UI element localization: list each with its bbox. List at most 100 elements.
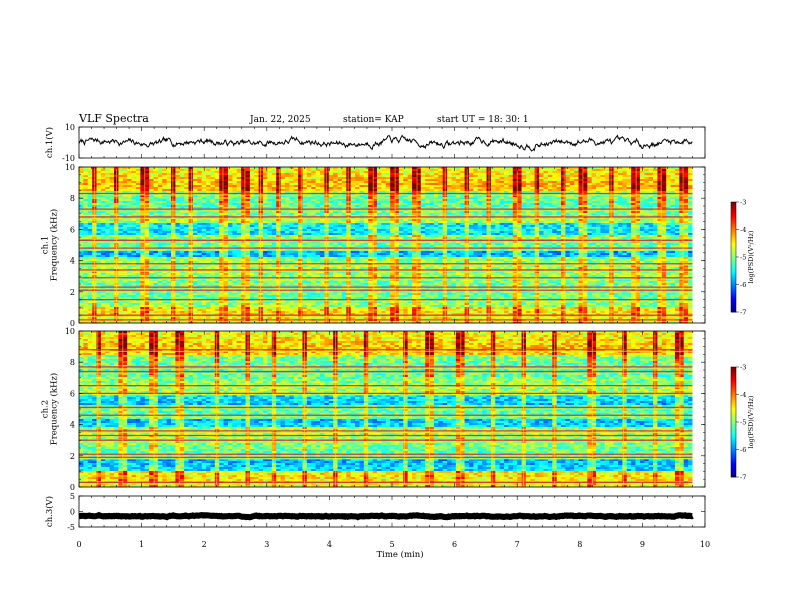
psd-cell <box>109 173 115 176</box>
psd-cell <box>293 171 299 174</box>
psd-cell <box>381 183 387 186</box>
psd-cell <box>679 183 685 186</box>
psd-cell <box>254 177 260 180</box>
psd-cell <box>302 191 308 194</box>
psd-cell <box>561 173 566 176</box>
psd-cell <box>219 181 224 184</box>
psd-cell <box>490 179 496 182</box>
psd-cell <box>346 181 352 184</box>
psd-cell <box>232 169 238 172</box>
psd-cell <box>214 171 220 174</box>
psd-cell <box>175 169 181 172</box>
psd-cell <box>403 177 409 180</box>
psd-cell <box>433 173 439 176</box>
psd-cell <box>149 179 154 182</box>
psd-cell <box>179 189 185 192</box>
psd-cell <box>83 167 89 170</box>
psd-cell <box>192 175 198 178</box>
psd-cell <box>504 189 509 192</box>
psd-cell <box>490 187 496 190</box>
psd-cell <box>372 185 378 188</box>
psd-cell <box>333 169 338 172</box>
psd-cell <box>315 193 321 196</box>
psd-cell <box>289 183 295 186</box>
psd-cell <box>670 167 676 170</box>
psd-cell <box>460 181 466 184</box>
psd-cell <box>385 183 391 186</box>
psd-cell <box>284 177 290 180</box>
psd-cell <box>320 189 325 192</box>
psd-cell <box>210 173 216 176</box>
psd-cell <box>311 179 317 182</box>
psd-cell <box>547 173 553 176</box>
psd-cell <box>350 193 356 196</box>
psd-cell <box>337 171 343 174</box>
psd-cell <box>276 193 281 196</box>
psd-cell <box>613 183 619 186</box>
psd-cell <box>192 187 198 190</box>
psd-cell <box>604 187 610 190</box>
psd-cell <box>157 181 163 184</box>
psd-cell <box>363 175 369 178</box>
psd-cell <box>328 187 334 190</box>
psd-cell <box>359 189 365 192</box>
psd-cell <box>263 179 268 182</box>
psd-cell <box>232 167 238 170</box>
psd-cell <box>438 179 444 182</box>
psd-cell <box>188 167 194 170</box>
psd-cell <box>635 177 641 180</box>
psd-cell <box>626 185 632 188</box>
psd-cell <box>201 189 207 192</box>
psd-cell <box>403 167 409 170</box>
psd-cell <box>341 193 347 196</box>
psd-cell <box>341 167 347 170</box>
psd-cell <box>276 175 281 178</box>
psd-cell <box>438 169 444 172</box>
psd-cell <box>639 183 645 186</box>
psd-cell <box>135 173 141 176</box>
psd-cell <box>674 175 680 178</box>
psd-cell <box>447 167 452 170</box>
psd-cell <box>661 167 667 170</box>
psd-cell <box>144 185 150 188</box>
psd-cell <box>118 169 124 172</box>
psd-cell <box>425 183 430 186</box>
psd-cell <box>298 169 303 172</box>
psd-cell <box>565 187 571 190</box>
psd-cell <box>149 173 154 176</box>
psd-cell <box>324 171 330 174</box>
psd-cell <box>284 189 290 192</box>
psd-cell <box>499 167 505 170</box>
psd-cell <box>390 185 395 188</box>
psd-cell <box>539 183 544 186</box>
psd-cell <box>179 185 185 188</box>
psd-cell <box>565 179 571 182</box>
psd-cell <box>517 173 522 176</box>
psd-cell <box>127 171 132 174</box>
psd-cell <box>460 183 466 186</box>
psd-cell <box>140 189 146 192</box>
psd-cell <box>293 189 299 192</box>
psd-cell <box>596 173 601 176</box>
psd-cell <box>192 185 198 188</box>
psd-cell <box>534 167 540 170</box>
psd-cell <box>149 185 154 188</box>
psd-cell <box>346 189 352 192</box>
psd-cell <box>385 189 391 192</box>
psd-cell <box>403 181 409 184</box>
psd-cell <box>473 167 479 170</box>
psd-cell <box>490 177 496 180</box>
psd-cell <box>276 177 281 180</box>
psd-cell <box>131 181 137 184</box>
psd-cell <box>359 173 365 176</box>
psd-cell <box>87 191 93 194</box>
psd-cell <box>648 179 654 182</box>
psd-cell <box>363 187 369 190</box>
psd-cell <box>258 187 264 190</box>
psd-cell <box>552 187 558 190</box>
psd-cell <box>425 171 430 174</box>
psd-cell <box>648 189 654 192</box>
psd-cell <box>162 177 168 180</box>
psd-cell <box>276 179 281 182</box>
psd-cell <box>298 173 303 176</box>
